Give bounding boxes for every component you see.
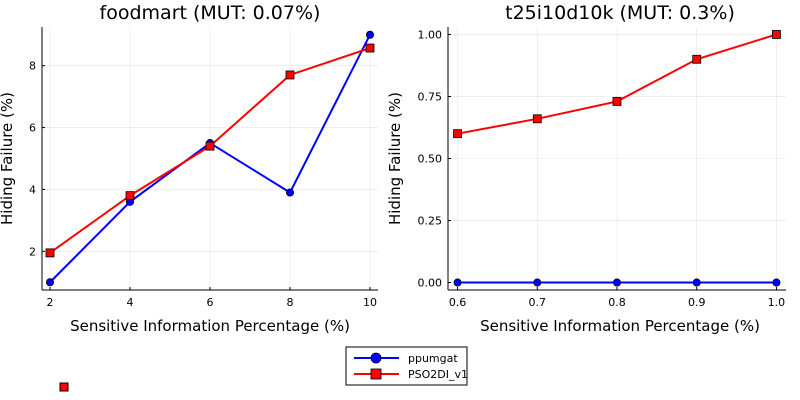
legend-label-ppumgat: ppumgat [408, 352, 458, 365]
chart-title: foodmart (MUT: 0.07%) [100, 2, 321, 24]
x-tick-label: 6 [207, 296, 214, 309]
y-tick-label: 0.75 [418, 90, 443, 103]
x-tick-label: 0.8 [608, 296, 626, 309]
y-tick-label: 0.00 [418, 277, 443, 290]
legend-marker-ppumgat [370, 352, 382, 364]
data-point-ppumgat [533, 278, 542, 287]
data-point-PSO2DI_v1 [453, 129, 462, 139]
y-tick-label: 1.00 [418, 28, 443, 41]
stray-square-marker [59, 382, 69, 392]
legend: ppumgat PSO2DI_v1 [345, 346, 468, 386]
data-point-PSO2DI_v1 [205, 141, 215, 151]
data-point-ppumgat [285, 188, 294, 197]
legend-label-PSO2DI_v1: PSO2DI_v1 [408, 368, 468, 381]
legend-marker-PSO2DI_v1 [370, 368, 382, 380]
data-point-PSO2DI_v1 [612, 97, 622, 106]
data-point-ppumgat [692, 278, 701, 287]
x-tick-label: 1.0 [768, 296, 786, 309]
x-tick-label: 8 [287, 296, 294, 309]
x-tick-label: 0.9 [688, 296, 706, 309]
data-point-PSO2DI_v1 [45, 248, 55, 258]
y-tick-label: 6 [29, 122, 36, 135]
x-tick-label: 0.7 [529, 296, 547, 309]
data-point-PSO2DI_v1 [365, 43, 375, 53]
data-point-PSO2DI_v1 [125, 191, 135, 201]
x-tick-label: 4 [127, 296, 134, 309]
data-point-ppumgat [46, 278, 55, 287]
data-point-PSO2DI_v1 [532, 114, 542, 124]
data-point-ppumgat [772, 278, 781, 287]
chart-title: t25i10d10k (MUT: 0.3%) [505, 2, 735, 24]
data-point-PSO2DI_v1 [285, 70, 295, 80]
data-point-ppumgat [365, 30, 374, 39]
x-tick-label: 0.6 [449, 296, 467, 309]
x-tick-label: 10 [363, 296, 377, 309]
x-axis-label: Sensitive Information Percentage (%) [480, 317, 760, 335]
data-point-PSO2DI_v1 [772, 30, 781, 39]
y-axis-label: Hiding Failure (%) [0, 92, 16, 225]
data-point-ppumgat [453, 278, 462, 287]
y-tick-label: 4 [29, 183, 36, 196]
y-axis-label: Hiding Failure (%) [386, 92, 404, 225]
data-point-PSO2DI_v1 [692, 54, 702, 64]
chart-foodmart: 2 4 6 8 10 2 4 6 8 foodmart (MUT: 0.07%) Sensitive… [0, 2, 378, 335]
y-tick-label: 8 [29, 60, 36, 73]
y-tick-label: 0.50 [418, 153, 443, 166]
x-axis-label: Sensitive Information Percentage (%) [70, 317, 350, 335]
y-tick-label: 2 [29, 245, 36, 258]
chart-t25i10d10k: 0.6 0.7 0.8 0.9 1.0 0.00 0.25 0.50 0.75 1.00 t25i1… [386, 2, 786, 335]
legend-box [345, 346, 468, 386]
data-point-ppumgat [613, 278, 622, 287]
y-tick-label: 0.25 [418, 215, 443, 228]
x-tick-label: 2 [47, 296, 54, 309]
